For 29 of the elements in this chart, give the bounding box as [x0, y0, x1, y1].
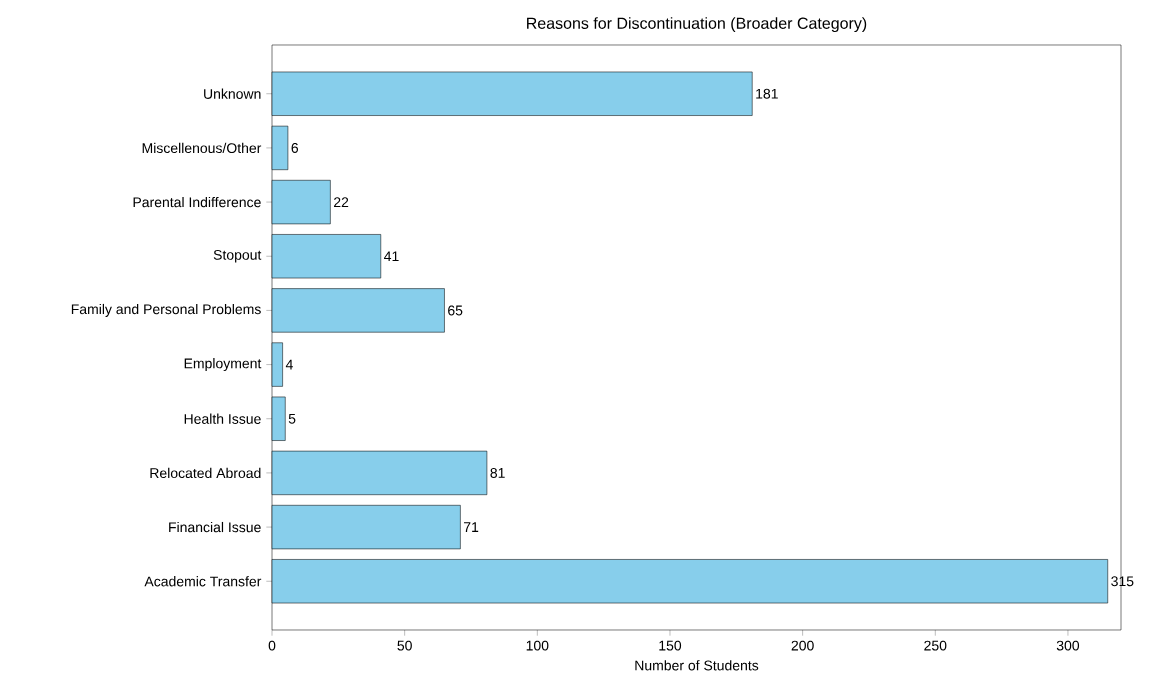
data-label: 41 — [384, 251, 399, 262]
data-label: 22 — [334, 197, 349, 207]
x-tick-label: 300 — [1056, 640, 1080, 651]
y-tick-label: Employment — [184, 358, 262, 372]
x-tick-label: 250 — [924, 640, 947, 651]
y-tick-label: Stopout — [213, 249, 262, 263]
data-label: 315 — [1111, 576, 1134, 587]
y-tick-label: Family and Personal Problems — [71, 303, 261, 317]
y-tick-label: Parental Indifference — [133, 196, 261, 208]
y-tick-label: Financial Issue — [169, 521, 261, 533]
y-tick-label: Unknown — [204, 88, 261, 99]
y-tick-label: Relocated Abroad — [150, 467, 261, 479]
data-label: 5 — [288, 413, 296, 424]
x-tick-label: 50 — [397, 640, 412, 651]
x-tick-label: 200 — [791, 640, 814, 651]
data-label: 65 — [448, 305, 463, 316]
x-axis-title: Number of Students — [635, 660, 759, 671]
data-label: 181 — [756, 88, 778, 99]
data-label: 71 — [464, 522, 479, 532]
data-label: 4 — [285, 359, 293, 370]
data-label: 6 — [291, 142, 299, 153]
x-tick-label: 150 — [659, 640, 682, 651]
y-tick-label: Miscellenous/Other — [142, 142, 262, 154]
y-tick-label: Academic Transfer — [144, 576, 262, 587]
x-tick-label: 100 — [526, 640, 549, 651]
chart-title: Reasons for Discontinuation (Broader Category) — [527, 17, 867, 33]
data-label: 81 — [490, 467, 505, 478]
x-tick-label: 0 — [268, 640, 276, 651]
y-tick-label: Health Issue — [184, 413, 261, 424]
